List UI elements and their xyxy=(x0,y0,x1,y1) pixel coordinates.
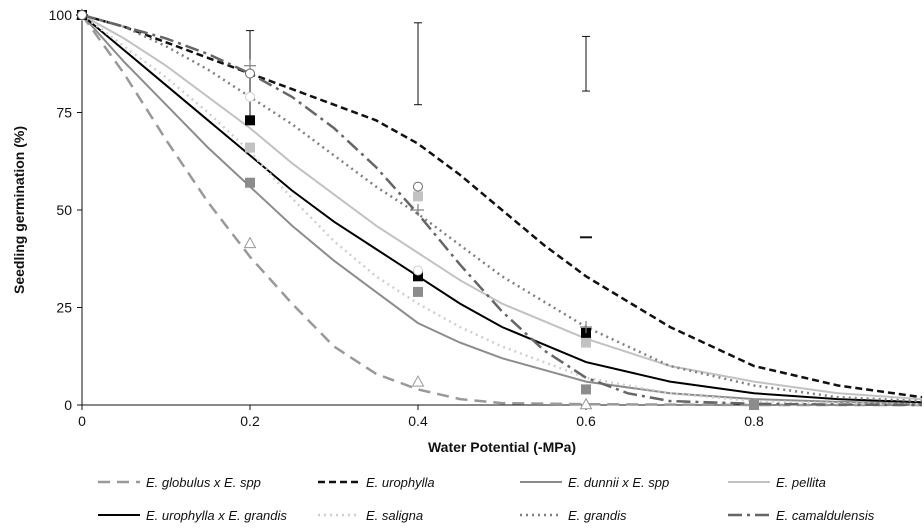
legend-label: E. urophylla xyxy=(366,475,435,490)
x-tick-labels: 0 0.2 0.4 0.6 0.8 xyxy=(78,405,764,429)
data-point-0 xyxy=(579,397,593,410)
series-line-2 xyxy=(81,14,923,405)
x-tick-label: 0.2 xyxy=(240,413,260,429)
x-tick-label: 0.8 xyxy=(744,413,764,429)
y-tick-label: 0 xyxy=(64,397,72,413)
legend-item: E. globulus x E. spp xyxy=(98,475,261,490)
data-point-2 xyxy=(581,384,591,395)
legend-item: E. dunnii x E. spp xyxy=(520,475,669,490)
data-point-7 xyxy=(245,68,255,79)
legend-item: E. grandis xyxy=(520,508,627,523)
data-point-3 xyxy=(413,191,423,202)
legend: E. globulus x E. spp E. urophylla E. dunni… xyxy=(98,475,875,523)
series-line-4 xyxy=(81,14,923,404)
legend-item: E. urophylla xyxy=(318,475,435,490)
data-point-7 xyxy=(413,181,423,192)
legend-label: E. dunnii x E. spp xyxy=(568,475,669,490)
legend-label: E. urophylla x E. grandis xyxy=(146,508,287,523)
y-tick-label: 25 xyxy=(56,300,72,316)
legend-label: E. camaldulensis xyxy=(776,508,875,523)
series-line-5 xyxy=(81,13,923,406)
y-tick-label: 50 xyxy=(56,202,72,218)
x-tick-label: 0.4 xyxy=(408,413,428,429)
data-point-5 xyxy=(413,265,423,276)
data-point-5 xyxy=(245,91,255,102)
data-point-2 xyxy=(413,286,423,297)
series-line-3 xyxy=(81,14,923,401)
legend-label: E. globulus x E. spp xyxy=(146,475,261,490)
data-markers xyxy=(75,8,759,410)
x-tick-label: 0.6 xyxy=(576,413,596,429)
series-line-0 xyxy=(80,14,922,407)
data-point-7 xyxy=(77,10,87,20)
y-tick-label: 100 xyxy=(49,7,73,23)
series-line-7 xyxy=(81,13,923,407)
series-curves xyxy=(80,13,923,407)
data-point-4 xyxy=(245,115,255,126)
data-point-6 xyxy=(412,204,424,216)
data-point-2 xyxy=(245,177,255,188)
error-bars xyxy=(246,22,590,121)
legend-item: E. urophylla x E. grandis xyxy=(98,508,287,523)
data-point-0 xyxy=(243,236,257,249)
series-line-6 xyxy=(81,13,923,403)
x-tick-label: 0 xyxy=(78,413,86,429)
x-axis-title: Water Potential (-MPa) xyxy=(428,439,576,455)
y-tick-labels: 0 25 50 75 100 xyxy=(49,7,82,413)
data-point-3 xyxy=(245,142,255,153)
legend-label: E. saligna xyxy=(366,508,423,523)
legend-label: E. grandis xyxy=(568,508,627,523)
series-line-1 xyxy=(81,13,923,399)
legend-item: E. camaldulensis xyxy=(728,508,875,523)
legend-label: E. pellita xyxy=(776,475,826,490)
data-point-0 xyxy=(411,375,425,387)
data-point-6 xyxy=(580,321,592,333)
y-tick-label: 75 xyxy=(56,105,72,121)
y-axis-title: Seedling germination (%) xyxy=(11,126,27,294)
data-point-3 xyxy=(581,337,591,348)
legend-item: E. saligna xyxy=(318,508,423,523)
legend-item: E. pellita xyxy=(728,475,826,490)
data-point-2 xyxy=(749,400,759,410)
data-point-4 xyxy=(413,271,423,282)
